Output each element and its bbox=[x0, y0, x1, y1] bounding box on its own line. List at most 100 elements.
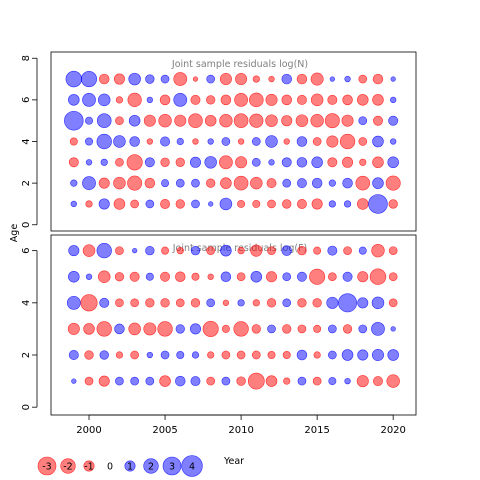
residual-bubble bbox=[233, 175, 249, 191]
residual-bubble bbox=[220, 271, 232, 282]
residual-bubble bbox=[385, 175, 401, 191]
residual-bubble bbox=[373, 376, 383, 387]
residual-bubble bbox=[207, 351, 215, 359]
residual-bubble bbox=[251, 157, 261, 167]
residual-bubble bbox=[387, 156, 399, 169]
legend-label: 1 bbox=[127, 462, 133, 473]
residual-bubble bbox=[388, 199, 398, 209]
residual-bubble bbox=[386, 374, 400, 388]
residual-bubble bbox=[127, 175, 143, 191]
residual-bubble bbox=[220, 94, 232, 106]
panel-log-f-bubbles bbox=[66, 242, 400, 390]
residual-bubble bbox=[189, 323, 201, 335]
residual-bubble bbox=[342, 324, 353, 334]
residual-bubble bbox=[282, 199, 292, 209]
residual-bubble bbox=[357, 94, 369, 106]
legend-label: -1 bbox=[84, 462, 93, 473]
residual-bubble bbox=[283, 377, 291, 385]
residual-bubble bbox=[159, 94, 171, 106]
x-tick-label: 2010 bbox=[228, 425, 253, 436]
residual-bubble bbox=[235, 73, 248, 86]
residual-bubble bbox=[219, 197, 233, 211]
residual-bubble bbox=[310, 93, 324, 107]
residual-bubble bbox=[265, 114, 278, 127]
residual-bubble bbox=[297, 298, 307, 308]
residual-bubble bbox=[295, 114, 309, 127]
residual-bubble bbox=[206, 298, 216, 308]
residual-bubble bbox=[237, 299, 245, 307]
residual-bubble bbox=[372, 156, 384, 169]
residual-bubble bbox=[341, 114, 354, 127]
residual-bubble bbox=[343, 246, 352, 255]
y-axis-title: Age bbox=[9, 224, 20, 243]
bubble-size-legend: -3 -2 -1 0 1 2 3 4 bbox=[37, 455, 203, 477]
residual-bubble bbox=[160, 74, 170, 84]
residual-bubble bbox=[296, 271, 307, 282]
residual-bubble bbox=[372, 135, 384, 148]
residual-bubble bbox=[145, 74, 155, 84]
residual-bubble bbox=[66, 295, 81, 310]
residual-bubble bbox=[313, 351, 321, 359]
residual-bubble bbox=[358, 324, 368, 334]
y-tick-label: 4 bbox=[21, 300, 32, 306]
residual-bubble bbox=[247, 372, 265, 390]
residual-bubble bbox=[175, 298, 185, 308]
residual-bubble bbox=[83, 323, 95, 335]
legend-label: -3 bbox=[42, 462, 51, 473]
x-tick-label: 2020 bbox=[380, 425, 405, 436]
residual-bubble bbox=[297, 324, 307, 334]
residual-bubble bbox=[328, 179, 336, 187]
residual-bubble bbox=[144, 177, 156, 189]
residual-bubble bbox=[143, 322, 157, 336]
residual-bubble bbox=[188, 113, 203, 128]
residual-bubble bbox=[237, 138, 245, 145]
residual-bubble bbox=[358, 246, 367, 255]
residual-bubble bbox=[126, 154, 143, 171]
residual-bubble bbox=[98, 375, 110, 387]
residual-bubble bbox=[219, 114, 233, 128]
residual-bubble bbox=[296, 73, 308, 85]
residual-bubble bbox=[80, 294, 98, 312]
residual-bubble bbox=[357, 198, 369, 210]
residual-bubble bbox=[296, 94, 307, 105]
residual-bubble bbox=[236, 272, 246, 282]
residual-bubble bbox=[160, 198, 171, 209]
residual-bubble bbox=[252, 299, 260, 307]
residual-bubble bbox=[390, 326, 396, 332]
residual-bubble bbox=[207, 273, 214, 280]
residual-bubble bbox=[282, 178, 292, 188]
residual-bubble bbox=[249, 113, 264, 128]
legend-label: 4 bbox=[189, 462, 195, 473]
legend-bubble bbox=[83, 460, 95, 472]
residual-bubble bbox=[176, 137, 184, 146]
residual-bubble bbox=[328, 324, 337, 334]
residual-bubble bbox=[81, 71, 98, 88]
residual-bubble bbox=[175, 271, 186, 282]
residual-bubble bbox=[115, 96, 124, 104]
residual-bubble bbox=[339, 133, 356, 150]
residual-bubble bbox=[343, 200, 352, 208]
y-tick-label: 6 bbox=[21, 97, 32, 103]
residual-bubble bbox=[341, 349, 354, 361]
residual-bubble bbox=[282, 272, 292, 282]
residual-bubble bbox=[344, 377, 351, 385]
residual-bubble bbox=[208, 201, 214, 207]
residual-bubble bbox=[85, 273, 93, 280]
residual-bubble bbox=[312, 137, 322, 146]
residual-bubble bbox=[309, 268, 326, 285]
residual-bubble bbox=[96, 242, 112, 259]
residual-bubble bbox=[100, 158, 108, 166]
residual-bubble bbox=[96, 133, 112, 150]
residual-bubble bbox=[328, 377, 337, 386]
residual-bubble bbox=[219, 155, 233, 170]
residual-bubble bbox=[387, 349, 399, 361]
residual-bubble bbox=[146, 138, 153, 145]
residual-bubble bbox=[99, 350, 109, 360]
residual-bubble bbox=[98, 270, 111, 283]
panel-log-f-x-axis: 2000 2005 2010 2015 2020 bbox=[76, 414, 406, 436]
residual-bubble bbox=[250, 244, 263, 257]
residual-bubble bbox=[310, 114, 324, 128]
residual-bubble bbox=[373, 115, 383, 126]
residual-bubble bbox=[206, 74, 216, 84]
residual-bubble bbox=[250, 270, 263, 283]
